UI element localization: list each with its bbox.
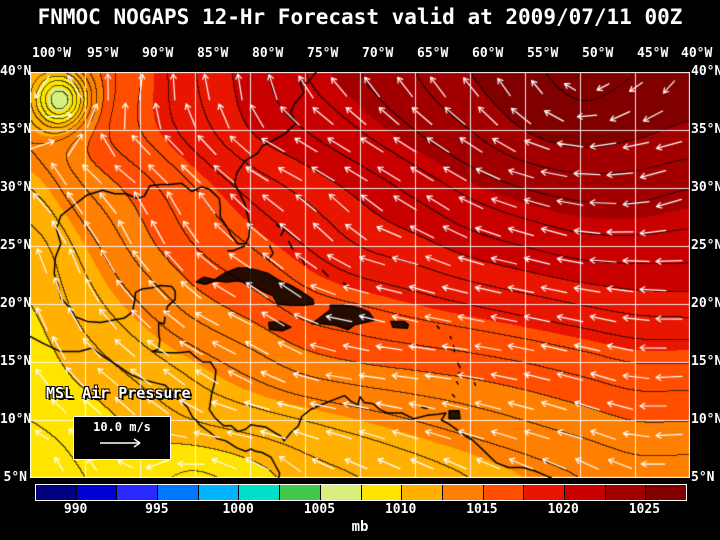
colorbar-tick-value: 1025 [628,502,661,517]
wind-reference-value: 10.0 m/s [93,420,151,434]
colorbar-tick-value: 1015 [466,502,498,517]
pressure-map-canvas [30,72,690,478]
lat-tick-label-left: 40°N [0,64,32,79]
colorbar-segment [239,485,281,500]
lat-tick-label-left: 30°N [0,180,32,195]
lon-tick-label: 95°W [87,46,119,61]
lat-tick-label-left: 35°N [0,122,32,137]
colorbar-segment [361,485,403,500]
colorbar-tick-value: 995 [145,502,169,517]
colorbar-segment [117,485,159,500]
lon-tick-label: 75°W [307,46,339,61]
colorbar-segment [483,485,525,500]
wind-speed-legend: 10.0 m/s [73,416,171,460]
lon-tick-label: 70°W [362,46,394,61]
colorbar-segment [442,485,484,500]
lat-tick-label-right: 20°N [691,296,720,311]
lon-tick-label: 60°W [472,46,504,61]
colorbar-segment [524,485,565,500]
lon-tick-label: 85°W [197,46,229,61]
lat-tick-label-left: 15°N [0,354,32,369]
colorbar-segment [320,485,362,500]
colorbar-tick-value: 1010 [384,502,417,517]
lat-tick-label-right: 40°N [691,64,720,79]
colorbar-segment [402,485,443,500]
variable-label: MSL Air Pressure [46,384,191,402]
colorbar-units-label: mb [351,519,369,535]
colorbar-tick-value: 1000 [222,502,254,517]
colorbar-tick-value: 1020 [547,502,579,517]
lon-tick-label: 90°W [142,46,174,61]
lat-tick-label-left: 10°N [0,412,32,427]
lon-tick-label: 80°W [252,46,284,61]
colorbar-segment [76,485,118,500]
wind-reference-arrow-icon [100,438,141,448]
lon-tick-label: 65°W [417,46,449,61]
lon-tick-label: 55°W [527,46,559,61]
lat-tick-label-left: 25°N [0,238,32,253]
lat-tick-label-right: 15°N [691,354,720,369]
lon-tick-label: 45°W [637,46,669,61]
chart-title: FNMOC NOGAPS 12-Hr Forecast valid at 200… [37,5,683,29]
colorbar-segment [646,485,686,500]
lat-tick-label-right: 5°N [691,470,715,485]
colorbar [35,484,687,501]
lon-tick-label: 50°W [582,46,614,61]
lat-tick-label-right: 10°N [691,412,720,427]
colorbar-segment [605,485,647,500]
lat-tick-label-left: 20°N [0,296,32,311]
lat-tick-label-right: 25°N [691,238,720,253]
colorbar-segment [158,485,199,500]
lon-tick-label: 40°W [681,46,713,61]
lon-tick-label: 100°W [32,46,72,61]
colorbar-segment [280,485,321,500]
lat-tick-label-left: 5°N [3,470,27,485]
colorbar-tick-value: 990 [63,502,88,517]
colorbar-segment [36,485,77,500]
colorbar-segment [564,485,606,500]
lat-tick-label-right: 35°N [691,122,720,137]
colorbar-tick-value: 1005 [303,502,336,517]
colorbar-segment [198,485,240,500]
lat-tick-label-right: 30°N [691,180,720,195]
